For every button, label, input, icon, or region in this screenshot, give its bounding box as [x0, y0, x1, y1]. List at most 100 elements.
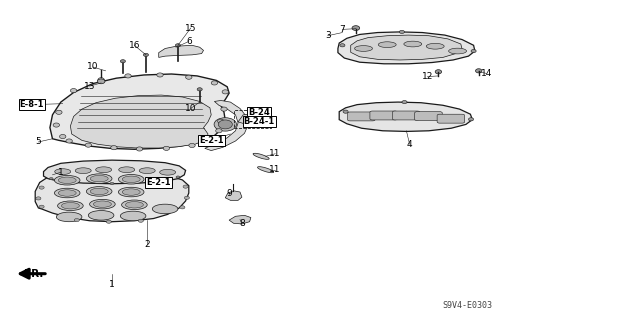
Ellipse shape [86, 187, 112, 196]
Ellipse shape [90, 175, 108, 182]
Ellipse shape [90, 188, 108, 195]
Ellipse shape [86, 174, 112, 183]
Polygon shape [159, 45, 204, 57]
Ellipse shape [163, 146, 170, 150]
Ellipse shape [97, 79, 105, 84]
Ellipse shape [58, 201, 83, 211]
Text: E-8-1: E-8-1 [20, 100, 44, 109]
Text: 5: 5 [36, 137, 41, 146]
Ellipse shape [111, 145, 117, 150]
Polygon shape [70, 95, 211, 148]
Ellipse shape [53, 123, 60, 127]
Ellipse shape [186, 75, 192, 79]
Polygon shape [351, 35, 462, 60]
Ellipse shape [476, 69, 482, 73]
Ellipse shape [119, 167, 135, 173]
Ellipse shape [118, 174, 144, 184]
Ellipse shape [468, 118, 474, 121]
Ellipse shape [49, 177, 53, 180]
Ellipse shape [120, 60, 125, 63]
Ellipse shape [61, 203, 79, 209]
Text: 16: 16 [129, 41, 140, 50]
Ellipse shape [183, 185, 188, 188]
Ellipse shape [136, 147, 143, 151]
Ellipse shape [58, 190, 76, 196]
FancyBboxPatch shape [437, 114, 465, 123]
Ellipse shape [214, 118, 236, 131]
Ellipse shape [74, 219, 79, 222]
Ellipse shape [88, 211, 114, 220]
Ellipse shape [218, 119, 224, 123]
Polygon shape [225, 191, 242, 200]
Ellipse shape [253, 153, 269, 160]
Polygon shape [205, 100, 248, 151]
Ellipse shape [55, 169, 70, 174]
Text: 6: 6 [186, 37, 191, 46]
Ellipse shape [96, 167, 112, 173]
Ellipse shape [197, 88, 202, 91]
Ellipse shape [176, 176, 180, 178]
Ellipse shape [85, 143, 92, 147]
FancyBboxPatch shape [415, 112, 442, 121]
Ellipse shape [58, 177, 76, 183]
Ellipse shape [184, 196, 189, 199]
Ellipse shape [56, 110, 62, 114]
Text: 10: 10 [185, 104, 196, 113]
Polygon shape [44, 160, 186, 184]
FancyBboxPatch shape [392, 111, 420, 120]
Ellipse shape [152, 204, 178, 214]
Text: B-24-1: B-24-1 [244, 117, 275, 126]
Ellipse shape [60, 135, 66, 138]
Ellipse shape [218, 120, 232, 129]
Ellipse shape [76, 168, 92, 174]
Ellipse shape [93, 201, 111, 207]
Text: 2: 2 [145, 240, 150, 249]
Ellipse shape [39, 186, 44, 189]
Text: 11: 11 [269, 165, 281, 174]
Polygon shape [339, 102, 472, 131]
Polygon shape [50, 74, 229, 149]
Ellipse shape [449, 48, 467, 54]
Ellipse shape [122, 176, 140, 182]
Text: 13: 13 [84, 82, 95, 91]
Ellipse shape [66, 139, 72, 143]
Ellipse shape [378, 42, 396, 48]
Text: 12: 12 [422, 72, 433, 81]
Ellipse shape [98, 78, 104, 82]
Ellipse shape [355, 46, 372, 51]
Ellipse shape [343, 110, 348, 113]
Ellipse shape [211, 81, 218, 85]
Text: 9: 9 [227, 189, 232, 198]
Ellipse shape [160, 169, 175, 175]
Ellipse shape [54, 175, 80, 185]
Text: S9V4-E0303: S9V4-E0303 [442, 301, 492, 310]
Text: 10: 10 [87, 63, 99, 71]
Ellipse shape [118, 187, 144, 197]
Ellipse shape [110, 182, 114, 185]
Ellipse shape [352, 26, 360, 31]
Text: 15: 15 [185, 24, 196, 33]
Ellipse shape [189, 143, 195, 147]
Ellipse shape [39, 205, 44, 208]
Polygon shape [229, 215, 251, 224]
Ellipse shape [56, 212, 82, 222]
Text: B-24: B-24 [248, 108, 270, 117]
Ellipse shape [175, 44, 180, 47]
Ellipse shape [125, 74, 131, 78]
Ellipse shape [180, 206, 185, 209]
Ellipse shape [399, 30, 404, 33]
Polygon shape [35, 171, 189, 222]
Text: FR.: FR. [24, 269, 44, 279]
Text: 3: 3 [325, 31, 330, 40]
Ellipse shape [143, 53, 148, 56]
Ellipse shape [54, 188, 80, 198]
Ellipse shape [435, 70, 442, 74]
Ellipse shape [257, 167, 274, 173]
Polygon shape [338, 32, 475, 64]
FancyBboxPatch shape [370, 111, 397, 120]
Text: 4: 4 [407, 140, 412, 149]
Text: E-2-1: E-2-1 [199, 136, 223, 145]
Text: 1: 1 [58, 168, 63, 177]
Polygon shape [238, 114, 262, 124]
Bar [234, 110, 271, 128]
